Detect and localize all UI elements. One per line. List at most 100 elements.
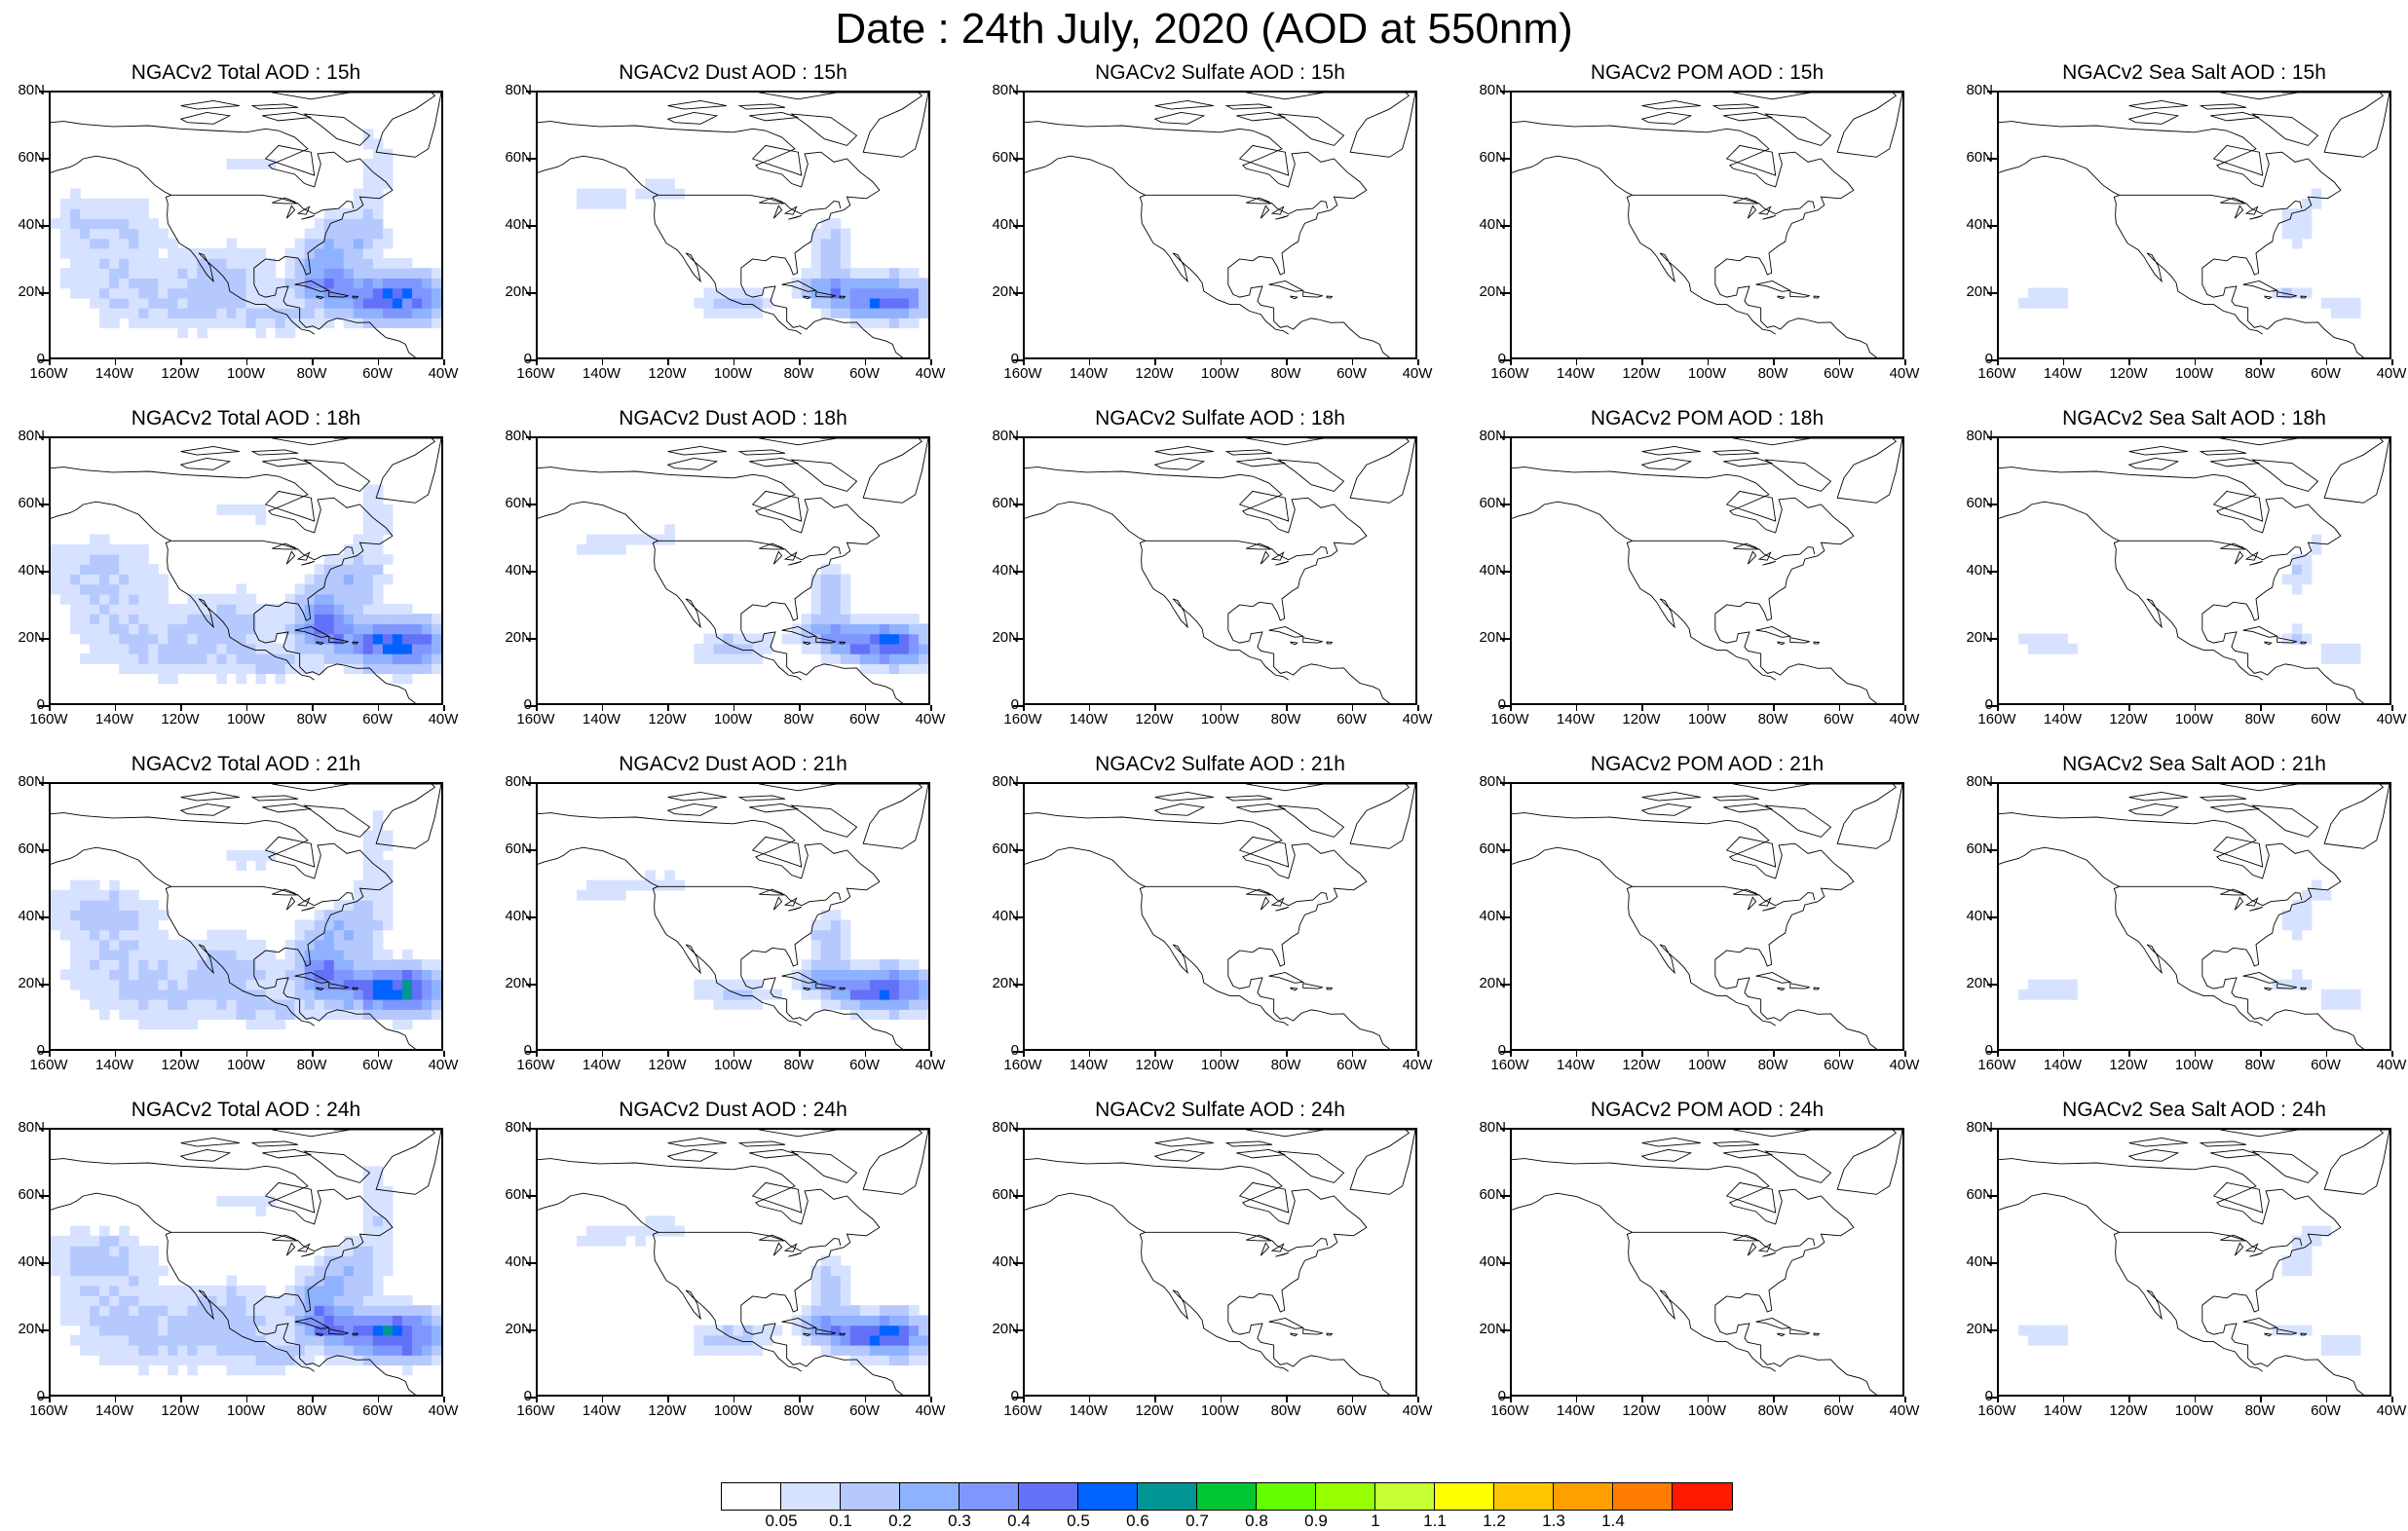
aod-cell bbox=[216, 643, 227, 654]
aod-cell bbox=[304, 278, 316, 289]
aod-cell bbox=[314, 653, 325, 664]
aod-cell bbox=[411, 1009, 423, 1021]
aod-cell bbox=[879, 317, 890, 329]
aod-cell bbox=[382, 168, 394, 179]
aod-cell bbox=[849, 1315, 861, 1326]
x-tick bbox=[1510, 1051, 1512, 1057]
aod-cell bbox=[586, 1235, 597, 1247]
aod-cell bbox=[353, 228, 364, 240]
aod-cell bbox=[119, 979, 130, 990]
aod-cell bbox=[801, 623, 812, 635]
aod-cell bbox=[392, 258, 403, 269]
aod-cell bbox=[908, 317, 920, 329]
aod-cell bbox=[421, 268, 433, 279]
aod-cell bbox=[362, 1285, 374, 1296]
aod-cell bbox=[119, 1315, 130, 1326]
aod-cell bbox=[382, 950, 394, 960]
hudson-bay-outline bbox=[751, 1181, 803, 1214]
aod-cell bbox=[859, 287, 871, 299]
x-tick bbox=[536, 1051, 538, 1057]
aod-cell bbox=[168, 297, 178, 309]
x-tick bbox=[536, 359, 538, 365]
aod-cell bbox=[372, 889, 384, 901]
colorbar-box bbox=[1316, 1483, 1375, 1510]
aod-cell bbox=[2301, 287, 2313, 299]
map-panel-pom-21h: NGACv2 POM AOD : 21h 0 20N 40N 60N 80N 160W 140… bbox=[1461, 752, 1948, 1097]
aod-cell bbox=[888, 1325, 900, 1336]
aod-cell bbox=[2311, 534, 2322, 545]
aod-cell bbox=[119, 1235, 130, 1247]
aod-cell bbox=[353, 574, 364, 585]
map-plot bbox=[536, 782, 930, 1051]
aod-cell bbox=[138, 929, 149, 941]
y-tick bbox=[1013, 1262, 1023, 1264]
hudson-bay-outline bbox=[751, 144, 803, 176]
y-tick bbox=[1013, 436, 1023, 438]
aod-cell bbox=[99, 1246, 110, 1256]
arctic-island-outline bbox=[790, 459, 858, 492]
x-tick-label: 120W bbox=[648, 365, 687, 382]
aod-cell bbox=[830, 1295, 842, 1306]
aod-cell bbox=[333, 238, 345, 249]
aod-cell bbox=[382, 159, 394, 169]
aod-cell bbox=[2057, 989, 2068, 1000]
aod-cell bbox=[158, 268, 169, 279]
aod-cell bbox=[362, 1255, 374, 1267]
x-tick-label: 100W bbox=[1200, 1057, 1240, 1073]
aod-cell bbox=[119, 258, 130, 269]
aod-cell bbox=[51, 554, 61, 565]
y-tick bbox=[526, 638, 536, 640]
aod-cell bbox=[879, 614, 890, 624]
y-tick-label: 40N bbox=[1479, 1253, 1506, 1270]
aod-cell bbox=[2038, 1325, 2049, 1336]
aod-cell bbox=[70, 979, 81, 990]
aod-cell bbox=[158, 574, 169, 585]
aod-cell bbox=[90, 208, 100, 219]
x-tick-label: 80W bbox=[1270, 1402, 1301, 1419]
aod-cell bbox=[323, 1295, 335, 1306]
aod-cell bbox=[109, 238, 120, 249]
aod-cell bbox=[596, 534, 607, 545]
aod-cell bbox=[119, 228, 130, 240]
arctic-island-outline bbox=[2128, 792, 2188, 802]
aod-cell bbox=[869, 969, 881, 981]
arctic-island-outline bbox=[759, 784, 838, 792]
aod-cell bbox=[90, 258, 100, 269]
x-tick-label: 100W bbox=[1200, 1402, 1240, 1419]
aod-cell bbox=[314, 1315, 325, 1326]
x-tick bbox=[1510, 705, 1512, 711]
colorbar-label: 0.9 bbox=[1304, 1512, 1328, 1530]
aod-cell bbox=[830, 238, 842, 249]
great-lake-outline bbox=[2234, 896, 2244, 911]
arctic-island-outline bbox=[180, 792, 240, 802]
aod-cell bbox=[177, 258, 188, 269]
aod-cell bbox=[918, 999, 928, 1010]
aod-cell bbox=[372, 840, 384, 851]
aod-cell bbox=[129, 653, 139, 664]
aod-cell bbox=[70, 929, 81, 941]
island-outline bbox=[2242, 1317, 2279, 1329]
us-canada-border bbox=[1632, 1231, 1816, 1252]
aod-cell bbox=[411, 1315, 423, 1326]
map-panel-dust-21h: NGACv2 Dust AOD : 21h 0 20N 40N 60N 80N 160W 14… bbox=[487, 752, 974, 1097]
aod-cell bbox=[314, 1345, 325, 1356]
aod-cell bbox=[421, 989, 433, 1000]
aod-cell bbox=[372, 643, 384, 654]
arctic-island-outline bbox=[333, 1130, 441, 1195]
aod-cell bbox=[294, 989, 306, 1000]
aod-cell bbox=[859, 268, 871, 279]
aod-cell bbox=[372, 999, 384, 1010]
aod-cell bbox=[80, 1246, 91, 1256]
aod-cell bbox=[158, 1265, 169, 1277]
aod-cell bbox=[362, 1246, 374, 1256]
aod-cell bbox=[236, 593, 247, 605]
aod-cell bbox=[2281, 1325, 2293, 1336]
x-tick bbox=[1707, 359, 1709, 365]
aod-cell bbox=[177, 939, 188, 951]
aod-cell bbox=[382, 860, 394, 871]
aod-cell bbox=[99, 1265, 110, 1277]
aod-cell bbox=[109, 1255, 120, 1267]
aod-cell bbox=[606, 879, 617, 891]
aod-cell bbox=[733, 653, 744, 664]
aod-cell bbox=[577, 1235, 587, 1247]
